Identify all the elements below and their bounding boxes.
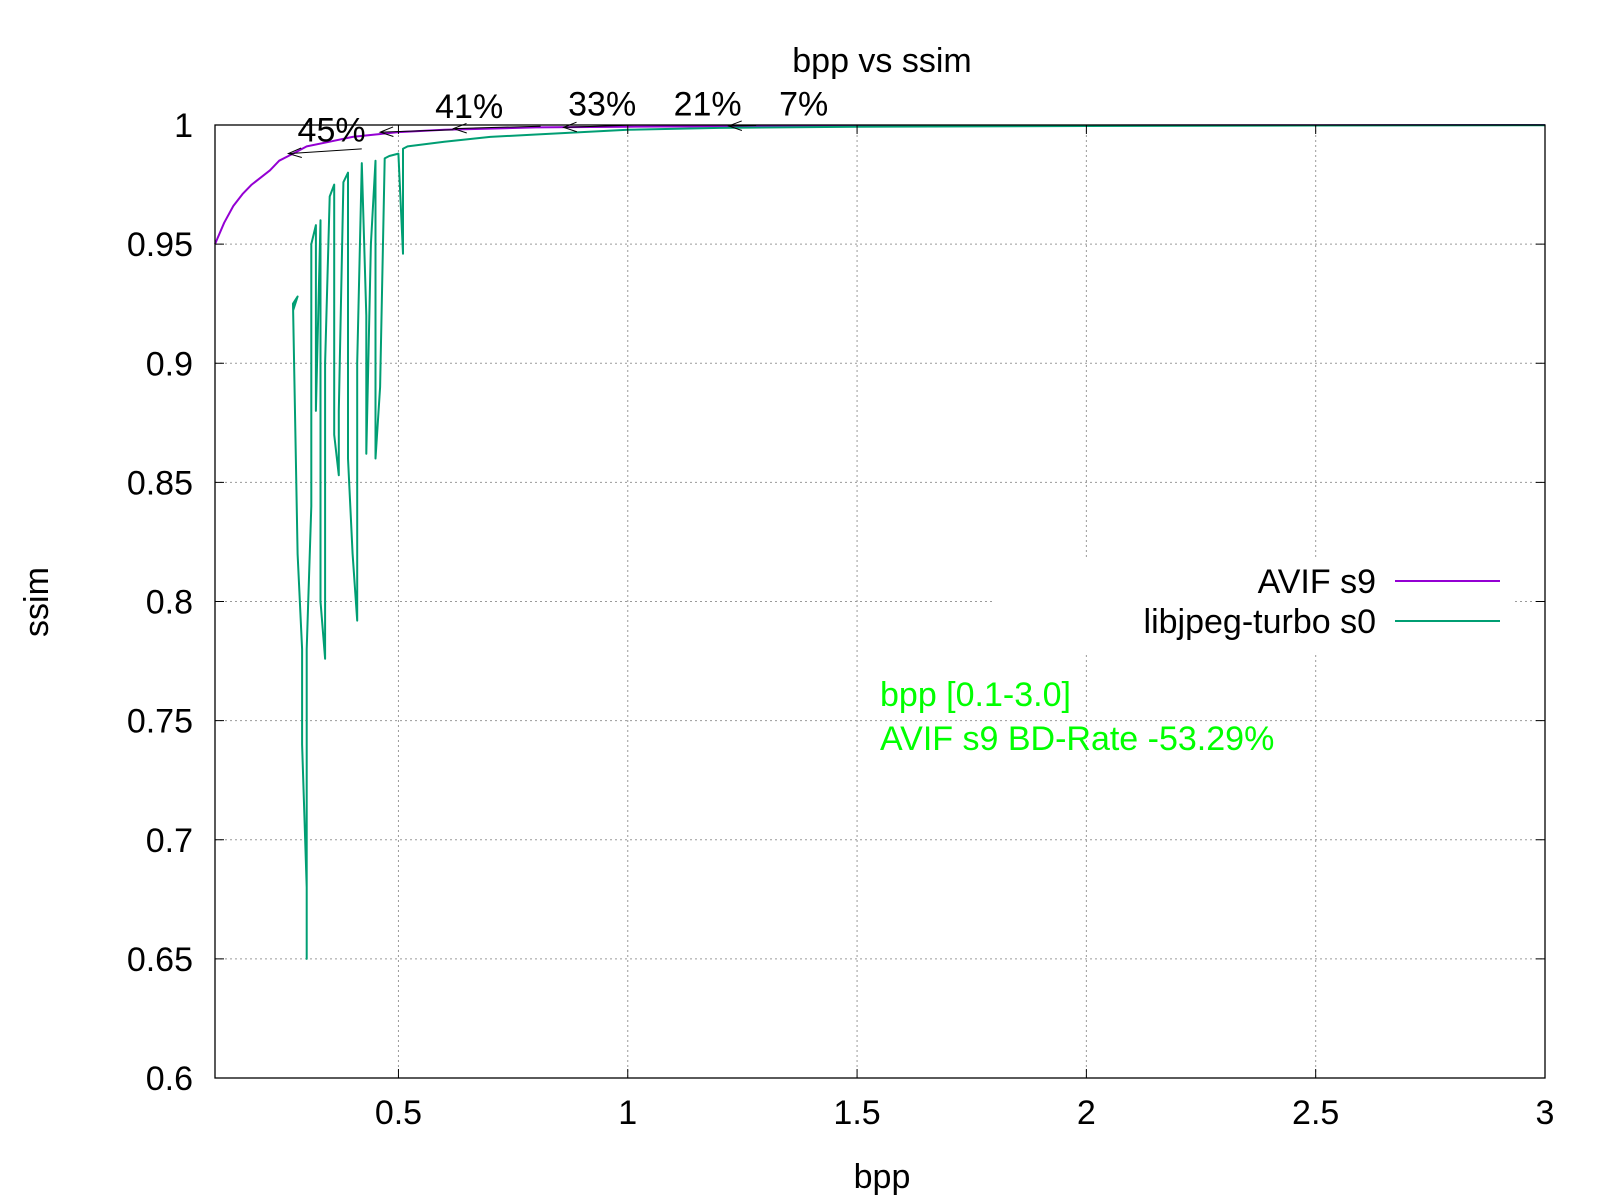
x-axis-label: bpp — [854, 1158, 911, 1196]
bd-rate-value-text: AVIF s9 BD-Rate -53.29% — [880, 720, 1274, 758]
annotation-arrowhead — [286, 147, 302, 159]
y-tick-label: 0.95 — [127, 226, 193, 264]
bd-rate-note: bpp [0.1-3.0] AVIF s9 BD-Rate -53.29% — [880, 676, 1274, 758]
y-tick-label: 0.8 — [146, 584, 193, 622]
bd-rate-range-text: bpp [0.1-3.0] — [880, 676, 1071, 714]
tick-layer: 0.6 0.65 0.7 0.75 0.8 0.85 0.9 0.95 1 0.5 1 1.5 2 2.5… — [127, 107, 1555, 1132]
chart-title: bpp vs ssim — [792, 42, 972, 80]
y-tick-label: 0.75 — [127, 703, 193, 741]
x-tick-label: 0.5 — [375, 1094, 422, 1132]
annotation-label: 7% — [779, 85, 828, 123]
legend-background — [995, 560, 1515, 652]
annotation-label: 45% — [298, 112, 366, 150]
annotation-arrowhead — [378, 126, 394, 137]
x-tick-label: 3 — [1536, 1094, 1555, 1132]
y-tick-label: 0.7 — [146, 822, 193, 860]
series-line-avif — [214, 124, 1546, 245]
x-tick-label: 2 — [1077, 1094, 1096, 1132]
x-tick-label: 1.5 — [833, 1094, 880, 1132]
annotation-arrow — [380, 129, 454, 133]
annotation-arrowhead — [562, 121, 578, 133]
y-tick-label: 1 — [174, 107, 193, 145]
y-tick-label: 0.9 — [146, 345, 193, 383]
y-tick-label: 0.65 — [127, 941, 193, 979]
series-line-libjpeg — [292, 124, 1546, 960]
x-tick-label: 2.5 — [1292, 1094, 1339, 1132]
legend-label-avif: AVIF s9 — [1258, 563, 1376, 601]
plot-frame — [214, 124, 1546, 1079]
annotation-arrow — [288, 148, 362, 155]
annotation-layer: 45% 41% 33% 21% 7% — [286, 85, 828, 159]
y-axis-label: ssim — [18, 567, 56, 637]
legend-label-libjpeg: libjpeg-turbo s0 — [1144, 603, 1376, 641]
annotation-label: 33% — [568, 85, 636, 123]
legend: AVIF s9 libjpeg-turbo s0 — [995, 560, 1515, 652]
annotation-label: 21% — [674, 85, 742, 123]
annotation-arrowhead — [727, 120, 743, 131]
y-tick-label: 0.85 — [127, 464, 193, 502]
series-layer — [214, 124, 1546, 960]
y-tick-label: 0.6 — [146, 1060, 193, 1098]
annotation-arrow — [453, 125, 541, 130]
annotation-label: 41% — [435, 88, 503, 126]
x-tick-label: 1 — [618, 1094, 637, 1132]
